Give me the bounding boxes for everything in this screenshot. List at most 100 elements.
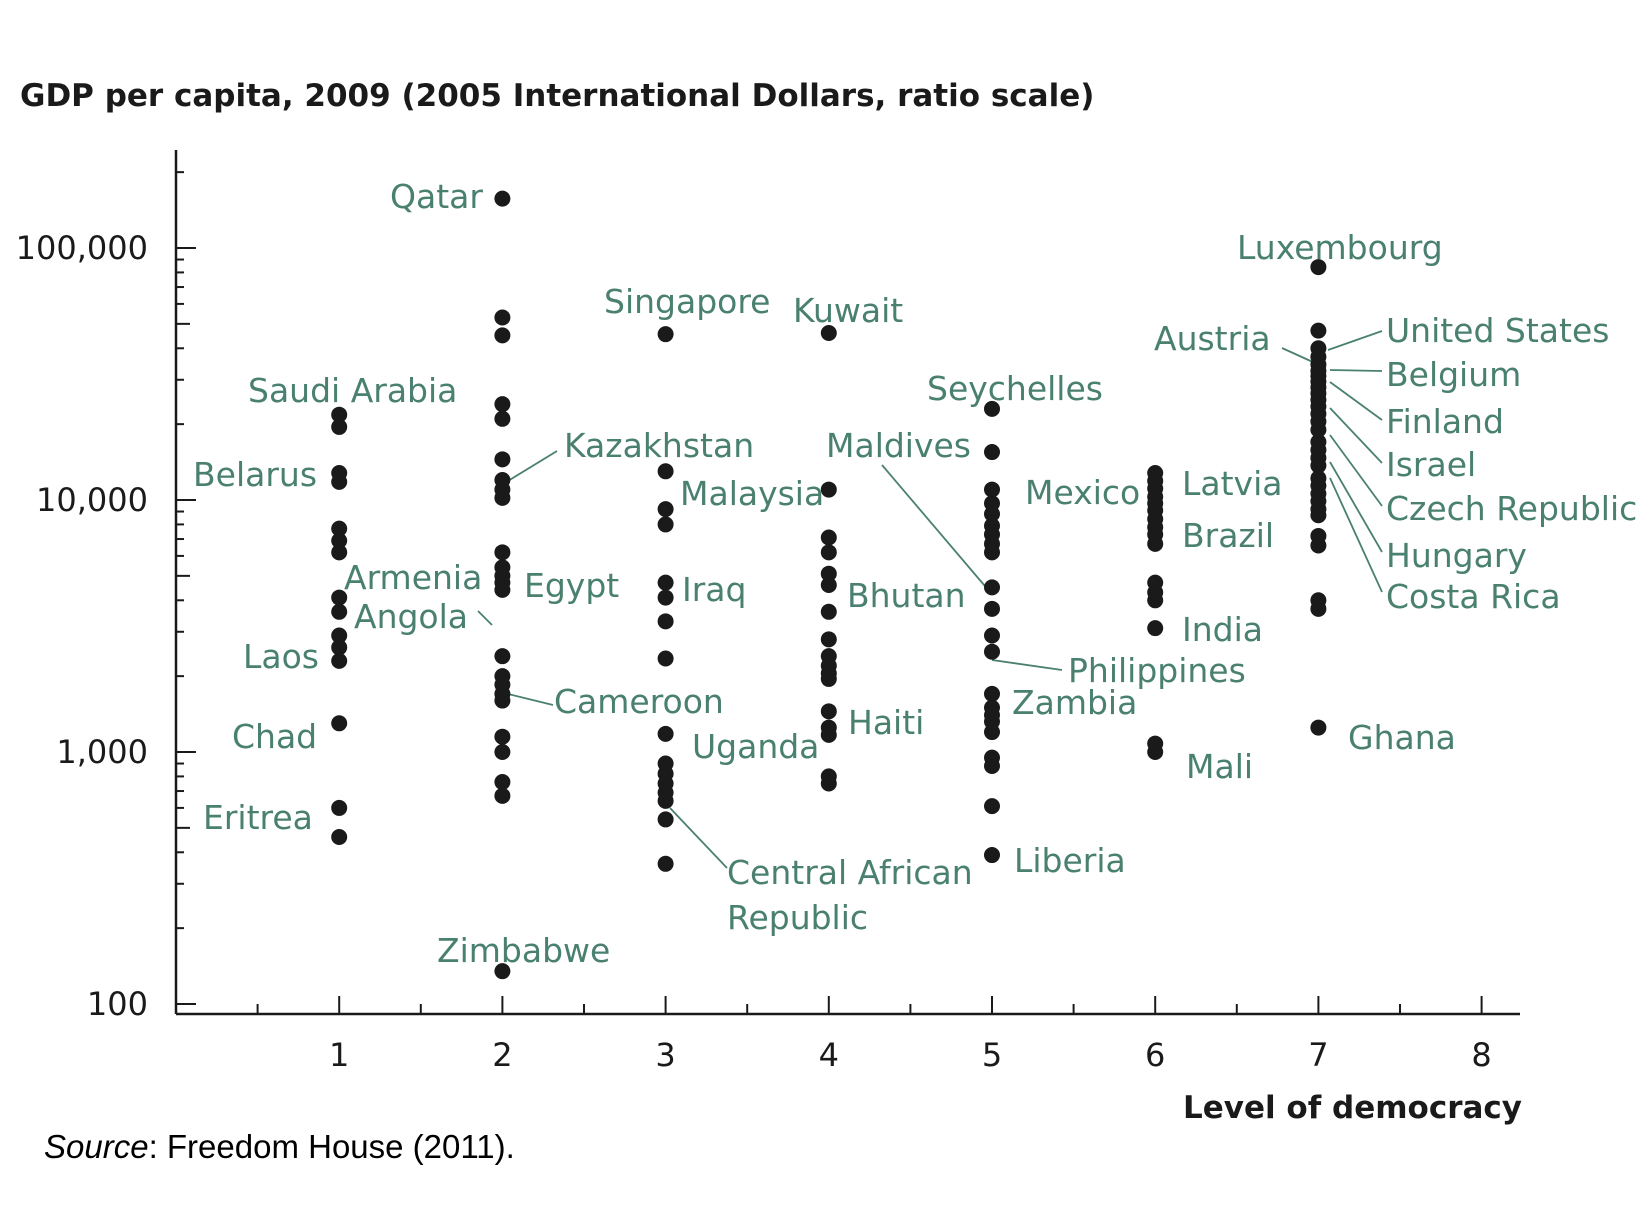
data-point (820, 324, 837, 341)
data-point (820, 576, 837, 593)
leader-line (881, 464, 991, 593)
country-label: Zimbabwe (437, 931, 610, 970)
data-point (331, 418, 348, 435)
data-point (657, 589, 674, 606)
data-point (657, 326, 674, 343)
x-tick-label: 6 (1145, 1036, 1165, 1074)
data-point (494, 728, 511, 745)
x-tick-label: 3 (655, 1036, 675, 1074)
data-point (494, 581, 511, 598)
country-label: Zambia (1012, 683, 1137, 722)
country-label: Malaysia (680, 474, 824, 513)
data-point (1310, 322, 1327, 339)
data-point (820, 603, 837, 620)
data-point (494, 787, 511, 804)
country-label: Uganda (692, 727, 819, 766)
leader-line (669, 807, 728, 869)
data-point (984, 600, 1000, 617)
data-point (820, 565, 837, 582)
data-point (494, 648, 511, 665)
data-point (657, 725, 674, 742)
country-label: Iraq (682, 570, 746, 609)
data-point (1310, 719, 1327, 736)
data-point (820, 631, 837, 648)
leader-line (1329, 461, 1383, 553)
data-point (984, 627, 1000, 644)
country-label: Israel (1386, 445, 1476, 484)
data-point (820, 481, 837, 498)
leader-line (1329, 369, 1383, 372)
data-point (331, 828, 348, 845)
y-tick-label: 100,000 (16, 229, 148, 267)
x-tick-label: 8 (1471, 1036, 1491, 1074)
country-label: Kazakhstan (564, 426, 754, 465)
country-label: Latvia (1182, 464, 1282, 503)
y-tick-label: 100 (87, 985, 148, 1023)
country-label: Philippines (1068, 651, 1246, 690)
data-point (494, 744, 511, 760)
country-label: Qatar (390, 177, 483, 216)
leader-line (507, 693, 554, 706)
country-label: United States (1386, 311, 1609, 350)
country-label: Singapore (604, 282, 770, 321)
data-point (984, 481, 1000, 498)
country-labels: Qatar Singapore Kuwait Luxembourg Saudi Arab… (193, 177, 1637, 970)
country-label: Egypt (524, 566, 619, 605)
country-label: Liberia (1014, 841, 1126, 880)
data-point (820, 670, 837, 687)
country-label: Belgium (1386, 355, 1521, 394)
data-point (657, 613, 674, 630)
x-tick-label: 1 (329, 1036, 349, 1074)
x-tick-label: 4 (819, 1036, 839, 1074)
country-label: Central African (727, 853, 973, 892)
data-point (331, 652, 348, 669)
data-point (1147, 535, 1164, 552)
data-point (657, 855, 674, 872)
data-point (820, 726, 837, 743)
y-axis-title: GDP per capita, 2009 (2005 International… (20, 78, 1094, 114)
country-label: Luxembourg (1237, 228, 1443, 267)
country-label: Belarus (193, 455, 317, 494)
data-point (494, 396, 511, 413)
data-point (494, 190, 511, 207)
leader-line (1329, 407, 1383, 464)
data-point (331, 799, 348, 816)
x-tick-label: 7 (1308, 1036, 1328, 1074)
data-point (331, 627, 348, 644)
data-point (657, 516, 674, 533)
country-label: Finland (1386, 402, 1504, 441)
y-tick-label: 10,000 (36, 481, 148, 519)
data-point (494, 327, 511, 344)
country-label: Angola (354, 597, 468, 636)
leader-line (502, 450, 558, 485)
country-label: Armenia (344, 558, 482, 597)
data-point (657, 650, 674, 667)
data-point (984, 544, 1000, 561)
country-label: Bhutan (847, 576, 966, 615)
country-label: Mexico (1025, 473, 1140, 512)
source-note: Source: Freedom House (2011). (44, 1128, 515, 1166)
data-point (984, 724, 1000, 741)
data-point (984, 505, 1000, 522)
country-label: Republic (727, 898, 868, 937)
data-point (494, 489, 511, 506)
country-label: Brazil (1182, 516, 1274, 555)
data-point (657, 463, 674, 480)
data-point (494, 692, 511, 709)
leader-line (1327, 330, 1383, 351)
data-point (1310, 507, 1327, 524)
country-label: Saudi Arabia (248, 371, 457, 410)
y-ticks: 100 1,000 10,000 100,000 (16, 171, 196, 1023)
data-point (494, 309, 511, 326)
leader-line (1329, 477, 1383, 593)
data-point (331, 603, 348, 620)
data-point (494, 410, 511, 427)
data-point (820, 544, 837, 561)
data-point (331, 406, 348, 423)
country-label: Cameroon (554, 682, 724, 721)
data-point (657, 811, 674, 828)
country-label: Austria (1154, 319, 1271, 358)
data-points (331, 190, 1327, 980)
data-point (984, 444, 1000, 461)
country-label: Costa Rica (1386, 577, 1561, 616)
